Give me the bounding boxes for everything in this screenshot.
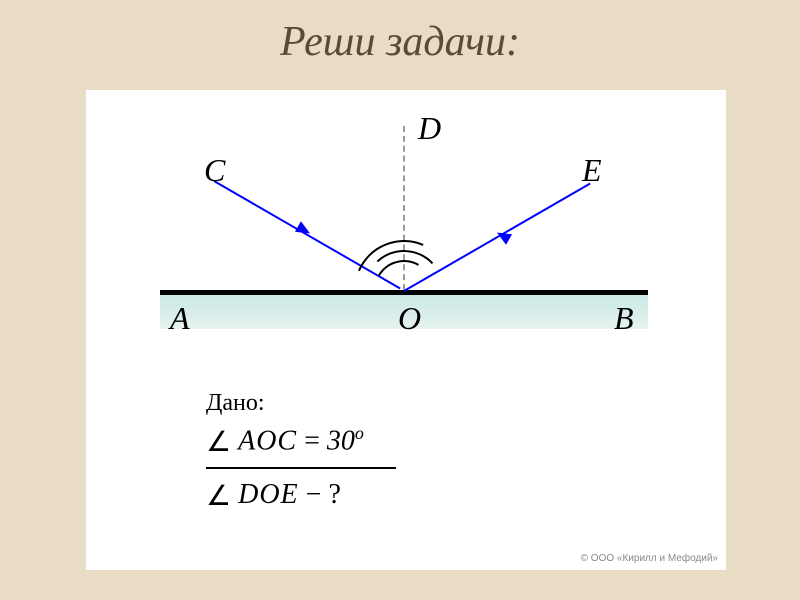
- angle-symbol-icon: ∠: [206, 479, 231, 513]
- given-divider: [206, 467, 396, 469]
- angle-DOE-name: DOE: [238, 479, 299, 510]
- label-C: C: [204, 152, 225, 189]
- label-D: D: [418, 110, 441, 147]
- question-mark: ?: [328, 479, 340, 510]
- find-angle-DOE: ∠ DOE − ?: [206, 477, 396, 511]
- slide-title: Реши задачи:: [0, 0, 800, 66]
- given-angle-AOC: ∠ AOC = 30o: [206, 423, 396, 457]
- given-label: Дано:: [206, 390, 396, 417]
- angle-AOC-value: 30: [327, 425, 355, 456]
- diagram: D C E A O B Дано: ∠ AOC = 30o ∠ DOE − ? …: [86, 90, 726, 570]
- given-block: Дано: ∠ AOC = 30o ∠ DOE − ?: [206, 390, 396, 511]
- angle-AOC-name: AOC: [238, 425, 297, 456]
- copyright-text: © ООО «Кирилл и Мефодий»: [581, 553, 718, 564]
- label-O: O: [398, 300, 421, 337]
- label-A: A: [170, 300, 190, 337]
- equals-sign: =: [304, 425, 327, 456]
- label-B: B: [614, 300, 634, 337]
- minus-question: −: [306, 479, 329, 510]
- angle-symbol-icon: ∠: [206, 425, 231, 459]
- degree-symbol: o: [355, 423, 364, 443]
- diagram-container: D C E A O B Дано: ∠ AOC = 30o ∠ DOE − ? …: [86, 90, 726, 570]
- label-E: E: [582, 152, 602, 189]
